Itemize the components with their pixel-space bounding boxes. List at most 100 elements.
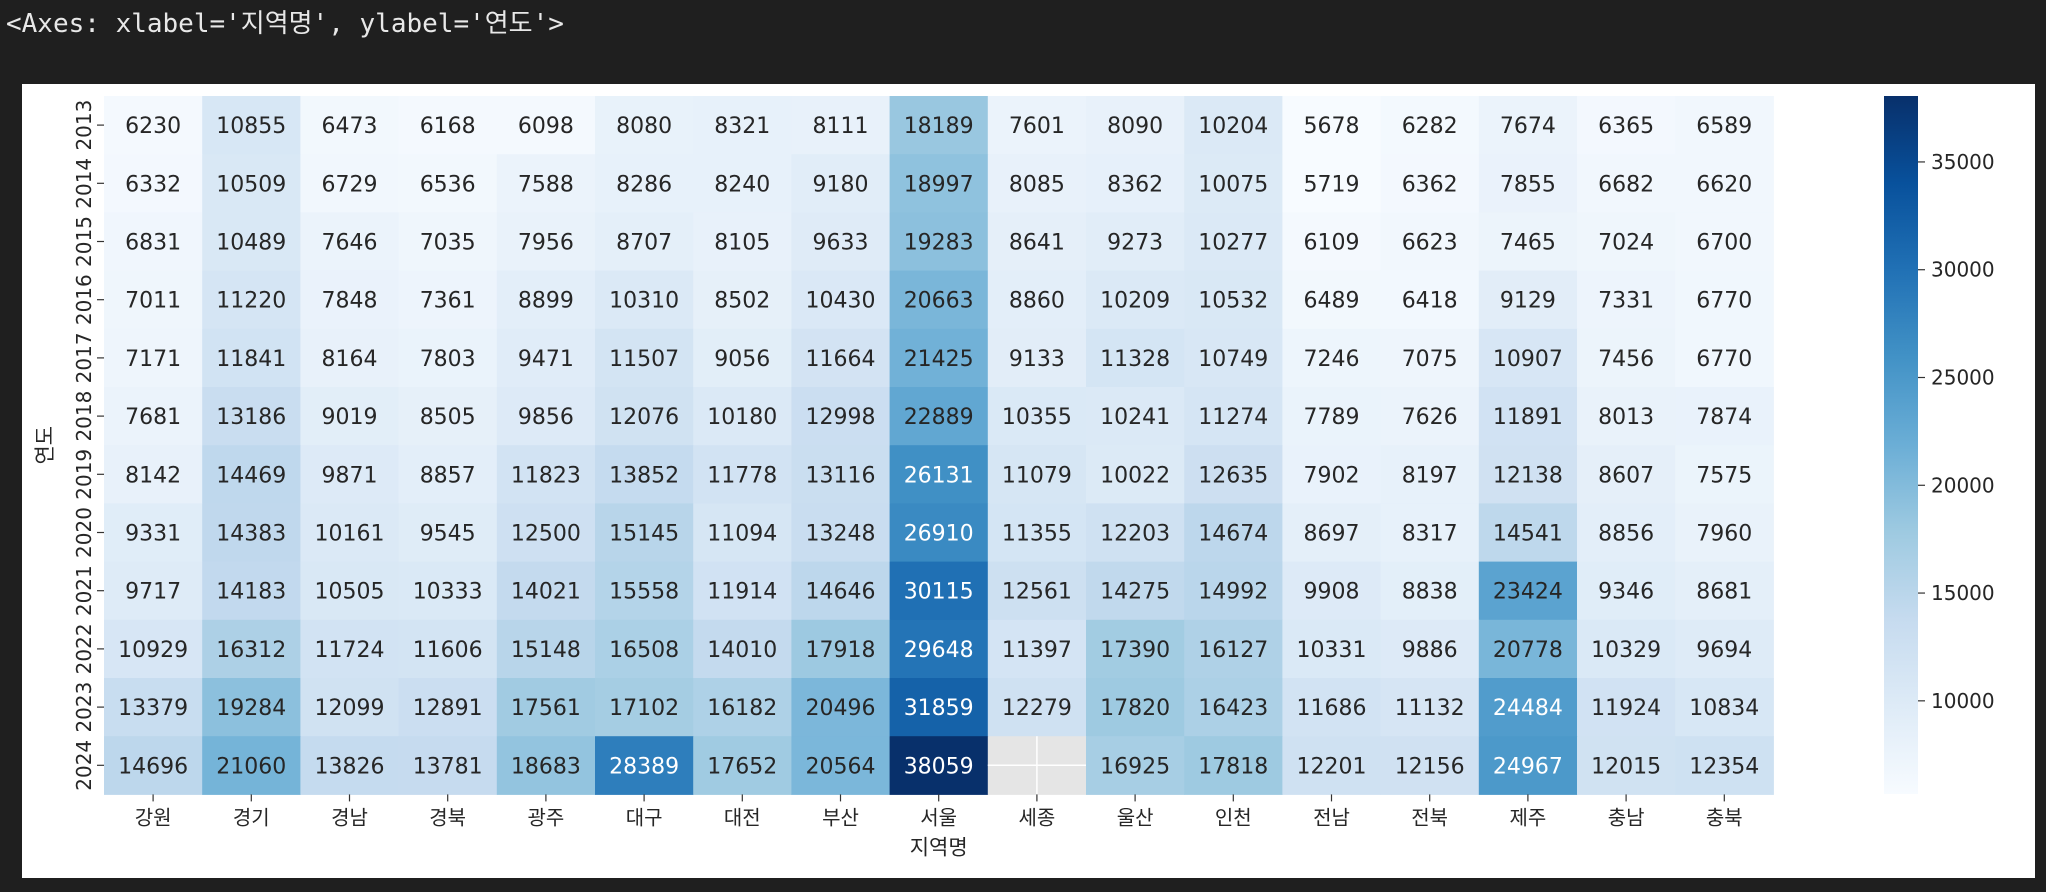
cell-value-label: 7171 — [125, 347, 181, 372]
cell-value-label: 8607 — [1598, 463, 1654, 488]
heatmap-cell — [1577, 678, 1676, 737]
heatmap-cell — [202, 328, 301, 388]
cell-value-label: 24967 — [1493, 754, 1563, 779]
colorbar-tick-label: 10000 — [1931, 689, 1995, 713]
cell-value-label: 7575 — [1696, 463, 1752, 488]
heatmap-cell — [791, 445, 891, 504]
cell-value-label: 6418 — [1402, 289, 1458, 314]
cell-value-label: 11891 — [1493, 405, 1563, 430]
heatmap-cell — [595, 736, 694, 795]
heatmap-cell — [987, 387, 1087, 446]
cell-value-label: 10180 — [707, 405, 777, 430]
heatmap-cell — [987, 445, 1087, 504]
heatmap-cell — [987, 328, 1087, 388]
cell-value-label: 8197 — [1402, 463, 1458, 488]
heatmap-cell — [1675, 561, 1774, 621]
heatmap-cells: 6230 10855 6473 6168 6098 8080 8321 8111 18189 76… — [104, 96, 1774, 795]
cell-value-label: 13379 — [118, 696, 188, 721]
cell-value-label: 14541 — [1493, 522, 1563, 547]
heatmap-cell — [1675, 154, 1774, 213]
heatmap-cell — [1282, 212, 1382, 272]
heatmap-cell — [1675, 445, 1774, 504]
cell-value-label: 11507 — [609, 347, 679, 372]
cell-value-label: 8641 — [1009, 231, 1065, 256]
cell-value-label: 17818 — [1198, 754, 1268, 779]
heatmap-cell — [496, 503, 596, 563]
cell-value-label: 11686 — [1297, 696, 1367, 721]
cell-value-label: 15145 — [609, 522, 679, 547]
heatmap-cell — [202, 96, 301, 155]
cell-value-label: 11924 — [1591, 696, 1661, 721]
colorbar-tick-label: 30000 — [1931, 258, 1995, 282]
cell-value-label: 11220 — [216, 289, 286, 314]
heatmap-cell — [398, 212, 498, 272]
heatmap-cell — [791, 154, 891, 213]
heatmap-cell — [1282, 736, 1382, 795]
heatmap-cell — [889, 154, 989, 213]
colorbar — [1884, 96, 1918, 794]
cell-value-label: 11841 — [216, 347, 286, 372]
cell-value-label: 13852 — [609, 463, 679, 488]
cell-value-label: 6230 — [125, 114, 181, 139]
heatmap-cell — [1184, 96, 1283, 155]
heatmap-cell — [104, 503, 203, 563]
heatmap-cell — [889, 561, 989, 621]
heatmap-cell — [398, 328, 498, 388]
x-tick-label: 제주 — [1509, 805, 1546, 829]
heatmap-cell — [1577, 387, 1676, 446]
cell-value-label: 13781 — [413, 754, 483, 779]
cell-value-label: 10929 — [118, 638, 188, 663]
cell-value-label: 14469 — [216, 463, 286, 488]
cell-value-label: 7956 — [518, 231, 574, 256]
cell-value-label: 12201 — [1297, 754, 1367, 779]
colorbar-tick-label: 15000 — [1931, 581, 1995, 605]
cell-value-label: 10489 — [216, 231, 286, 256]
cell-value-label: 12891 — [413, 696, 483, 721]
heatmap-cell — [987, 270, 1087, 330]
heatmap-cell — [1380, 619, 1480, 679]
cell-value-label: 31859 — [904, 696, 974, 721]
heatmap-cell — [1184, 445, 1283, 504]
heatmap-cell — [693, 503, 792, 563]
cell-value-label: 6770 — [1696, 289, 1752, 314]
cell-value-label: 23424 — [1493, 580, 1563, 605]
cell-value-label: 26910 — [904, 522, 974, 547]
cell-value-label: 12561 — [1002, 580, 1072, 605]
heatmap-cell — [104, 619, 203, 679]
cell-value-label: 14021 — [511, 580, 581, 605]
cell-value-label: 6332 — [125, 172, 181, 197]
cell-value-label: 9694 — [1696, 638, 1752, 663]
cell-value-label: 15558 — [609, 580, 679, 605]
heatmap-cell — [791, 270, 891, 330]
cell-value-label: 22889 — [904, 405, 974, 430]
heatmap-cell — [1086, 328, 1185, 388]
heatmap-cell — [1282, 561, 1382, 621]
cell-value-label: 9471 — [518, 347, 574, 372]
heatmap-cell — [1478, 328, 1578, 388]
colorbar-tick-label: 20000 — [1931, 473, 1995, 497]
heatmap-cell — [1478, 445, 1578, 504]
cell-value-label: 11355 — [1002, 522, 1072, 547]
cell-value-label: 18683 — [511, 754, 581, 779]
cell-value-label: 8856 — [1598, 522, 1654, 547]
heatmap-cell — [1086, 270, 1185, 330]
heatmap-cell — [595, 270, 694, 330]
cell-value-label: 28389 — [609, 754, 679, 779]
y-tick-label: 2021 — [72, 565, 96, 616]
cell-value-label: 8111 — [813, 114, 869, 139]
cell-value-label: 12156 — [1395, 754, 1465, 779]
cell-value-label: 20564 — [806, 754, 876, 779]
cell-value-label: 14696 — [118, 754, 188, 779]
cell-value-label: 9545 — [420, 522, 476, 547]
cell-value-label: 21425 — [904, 347, 974, 372]
heatmap-cell — [398, 387, 498, 446]
cell-value-label: 6729 — [322, 172, 378, 197]
cell-value-label: 13186 — [216, 405, 286, 430]
cell-value-label: 9129 — [1500, 289, 1556, 314]
heatmap-cell — [496, 387, 596, 446]
cell-value-label: 6536 — [420, 172, 476, 197]
colorbar-tick-label: 25000 — [1931, 365, 1995, 389]
cell-value-label: 7874 — [1696, 405, 1752, 430]
cell-value-label: 7960 — [1696, 522, 1752, 547]
cell-value-label: 17390 — [1100, 638, 1170, 663]
